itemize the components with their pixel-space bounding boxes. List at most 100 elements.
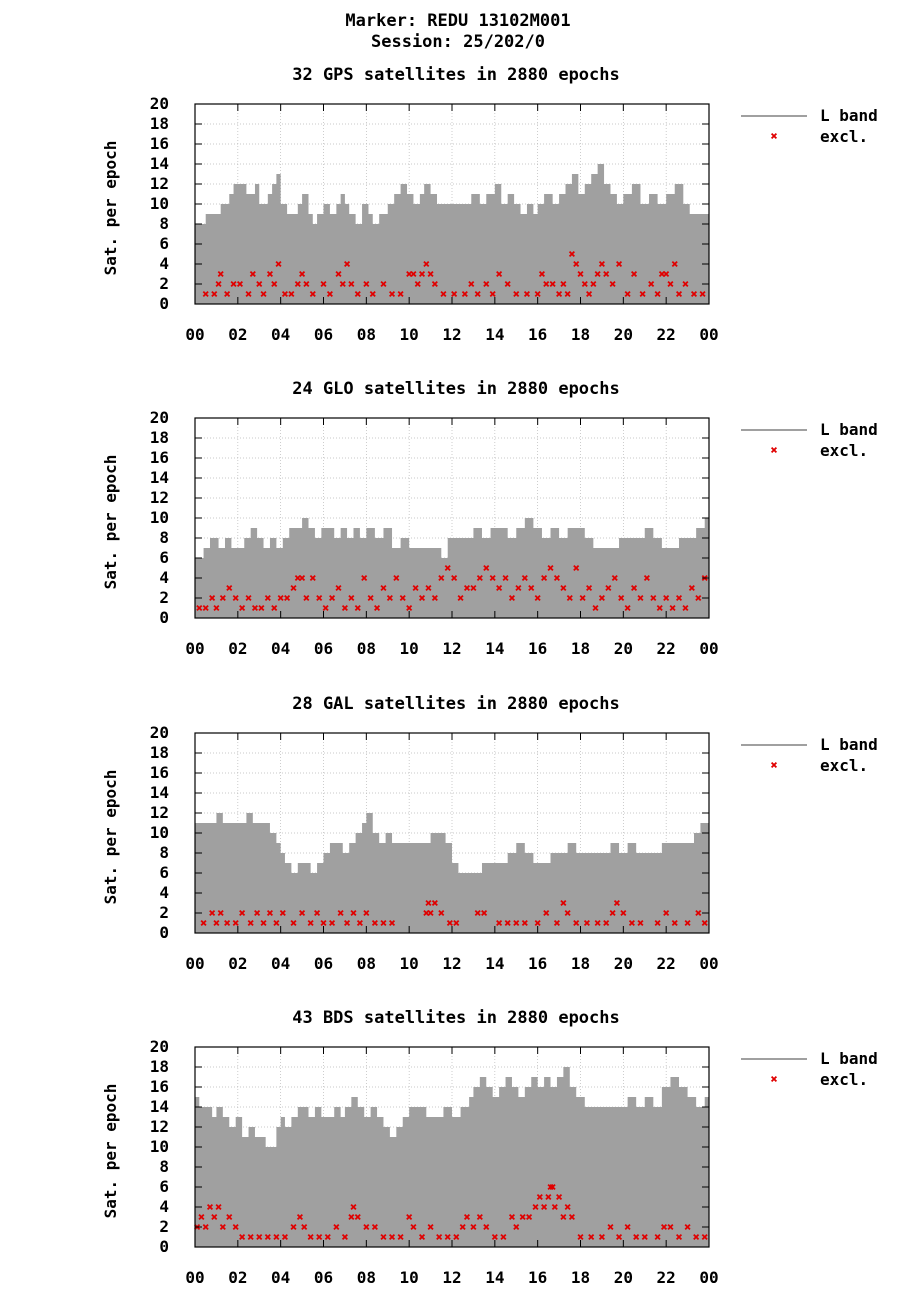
excl-marker — [607, 1223, 614, 1231]
legend-lband-label: L band — [820, 1049, 878, 1068]
excl-marker — [273, 1233, 280, 1241]
x-tick-label: 00 — [185, 1268, 204, 1287]
excl-marker — [341, 604, 348, 612]
excl-marker — [309, 574, 316, 582]
excl-marker — [281, 1233, 288, 1241]
excl-marker — [224, 919, 231, 927]
excl-marker — [556, 290, 563, 298]
excl-marker — [438, 574, 445, 582]
excl-marker — [290, 584, 297, 592]
excl-marker — [695, 909, 702, 917]
excl-marker — [483, 1223, 490, 1231]
y-tick-label: 16 — [150, 134, 169, 153]
excl-marker — [290, 1223, 297, 1231]
y-tick-label: 20 — [150, 1037, 169, 1056]
excl-marker — [425, 584, 432, 592]
excl-marker — [245, 594, 252, 602]
excl-marker — [374, 604, 381, 612]
y-tick-label: 12 — [150, 803, 169, 822]
excl-marker — [470, 584, 477, 592]
excl-marker — [637, 594, 644, 602]
excl-marker — [230, 280, 237, 288]
excl-marker — [290, 919, 297, 927]
x-tick-label: 12 — [442, 1268, 461, 1287]
y-tick-label: 8 — [159, 1157, 169, 1176]
chart-title: 32 GPS satellites in 2880 epochs — [292, 65, 620, 85]
excl-marker — [303, 280, 310, 288]
excl-marker — [239, 909, 246, 917]
excl-marker — [579, 594, 586, 602]
legend-lband-label: L band — [820, 735, 878, 754]
excl-marker — [200, 919, 207, 927]
y-tick-label: 2 — [159, 1217, 169, 1236]
excl-marker — [682, 280, 689, 288]
excl-marker — [354, 290, 361, 298]
excl-marker — [577, 270, 584, 278]
x-tick-label: 00 — [185, 325, 204, 344]
excl-marker — [427, 1223, 434, 1231]
excl-marker — [639, 290, 646, 298]
excl-marker — [624, 604, 631, 612]
excl-marker — [299, 909, 306, 917]
excl-marker — [496, 270, 503, 278]
excl-marker — [316, 594, 323, 602]
excl-marker — [219, 594, 226, 602]
y-tick-label: 10 — [150, 823, 169, 842]
excl-marker — [451, 574, 458, 582]
excl-marker — [324, 1233, 331, 1241]
excl-marker — [628, 919, 635, 927]
excl-marker — [586, 290, 593, 298]
excl-marker — [560, 899, 567, 907]
excl-marker — [344, 919, 351, 927]
excl-marker — [296, 1213, 303, 1221]
excl-marker — [491, 1233, 498, 1241]
excl-marker — [224, 290, 231, 298]
excl-marker — [568, 1213, 575, 1221]
x-tick-label: 04 — [271, 1268, 290, 1287]
y-tick-label: 16 — [150, 1077, 169, 1096]
excl-marker — [669, 604, 676, 612]
excl-marker — [504, 280, 511, 288]
x-tick-label: 16 — [528, 639, 547, 658]
excl-marker — [438, 909, 445, 917]
excl-marker — [211, 1213, 218, 1221]
excl-marker — [232, 1223, 239, 1231]
excl-marker — [624, 290, 631, 298]
excl-marker — [476, 574, 483, 582]
excl-marker — [538, 270, 545, 278]
excl-marker — [386, 594, 393, 602]
y-tick-label: 0 — [159, 923, 169, 942]
x-tick-label: 02 — [228, 954, 247, 973]
excl-marker — [650, 594, 657, 602]
x-tick-label: 18 — [571, 1268, 590, 1287]
excl-marker — [335, 270, 342, 278]
legend-excl-swatch — [770, 761, 778, 769]
excl-marker — [206, 1203, 214, 1211]
excl-marker — [564, 290, 571, 298]
excl-marker — [624, 1223, 631, 1231]
excl-marker — [453, 1233, 460, 1241]
chart-panel-3: 43 BDS satellites in 2880 epochs02468101… — [101, 1008, 878, 1287]
y-tick-label: 18 — [150, 1057, 169, 1076]
excl-marker — [481, 909, 488, 917]
excl-marker — [215, 1203, 222, 1211]
y-tick-label: 4 — [159, 254, 169, 273]
excl-marker — [245, 290, 252, 298]
excl-marker — [393, 574, 400, 582]
excl-marker — [611, 574, 618, 582]
excl-marker — [232, 594, 239, 602]
excl-marker — [643, 574, 650, 582]
excl-marker — [551, 1203, 558, 1211]
legend-excl-label: excl. — [820, 127, 868, 146]
legend-lband-label: L band — [820, 420, 878, 439]
excl-marker — [451, 290, 458, 298]
excl-marker — [239, 1233, 246, 1241]
y-tick-label: 0 — [159, 294, 169, 313]
excl-marker — [284, 594, 291, 602]
excl-marker — [329, 919, 336, 927]
x-tick-label: 18 — [571, 954, 590, 973]
excl-marker — [573, 919, 580, 927]
y-tick-label: 4 — [159, 1197, 169, 1216]
y-axis-label: Sat. per epoch — [101, 455, 120, 590]
excl-marker — [320, 919, 327, 927]
